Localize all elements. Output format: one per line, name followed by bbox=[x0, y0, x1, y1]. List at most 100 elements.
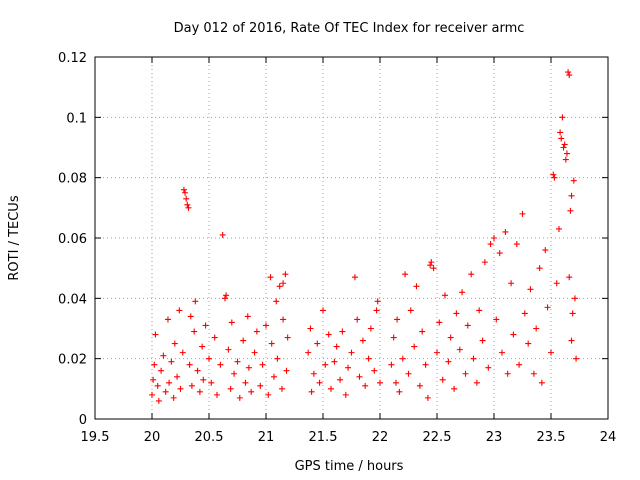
data-point bbox=[325, 331, 332, 338]
data-point bbox=[570, 177, 577, 184]
y-tick-label: 0 bbox=[79, 413, 87, 428]
data-point bbox=[213, 391, 220, 398]
data-point bbox=[177, 385, 184, 392]
data-point bbox=[192, 298, 199, 305]
data-point bbox=[225, 346, 232, 353]
data-point bbox=[533, 325, 540, 332]
data-point bbox=[152, 331, 159, 338]
data-point bbox=[208, 379, 215, 386]
data-point bbox=[283, 367, 290, 374]
x-tick-label: 23.5 bbox=[537, 430, 566, 445]
data-point bbox=[185, 204, 192, 211]
data-point bbox=[151, 361, 158, 368]
data-point bbox=[194, 367, 201, 374]
data-point bbox=[316, 379, 323, 386]
x-tick-label: 22 bbox=[372, 430, 389, 445]
data-point bbox=[184, 201, 191, 208]
data-point bbox=[322, 361, 329, 368]
data-point bbox=[176, 307, 183, 314]
data-point bbox=[191, 328, 198, 335]
data-points bbox=[149, 69, 580, 404]
data-point bbox=[411, 343, 418, 350]
data-point bbox=[150, 376, 157, 383]
data-point bbox=[367, 325, 374, 332]
data-point bbox=[365, 355, 372, 362]
x-axis-label: GPS time / hours bbox=[295, 459, 404, 474]
data-point bbox=[473, 379, 480, 386]
data-point bbox=[558, 135, 565, 142]
data-point bbox=[337, 376, 344, 383]
data-point bbox=[551, 174, 558, 181]
data-point bbox=[170, 394, 177, 401]
data-point bbox=[351, 274, 358, 281]
x-tick-label: 24 bbox=[600, 430, 617, 445]
y-tick-label: 0.1 bbox=[66, 111, 87, 126]
data-point bbox=[278, 385, 285, 392]
data-point bbox=[413, 283, 420, 290]
data-point bbox=[427, 262, 434, 269]
data-point bbox=[568, 192, 575, 199]
data-point bbox=[263, 322, 269, 329]
data-point bbox=[331, 358, 338, 365]
data-point bbox=[538, 379, 545, 386]
data-point bbox=[491, 235, 497, 241]
data-point bbox=[200, 376, 207, 383]
data-point bbox=[187, 313, 194, 320]
data-point bbox=[268, 340, 275, 347]
data-point bbox=[573, 355, 580, 362]
data-point bbox=[422, 361, 429, 368]
data-point bbox=[553, 280, 560, 287]
data-point bbox=[202, 322, 209, 329]
data-point bbox=[439, 376, 446, 383]
y-tick-label: 0.12 bbox=[58, 51, 87, 66]
data-point bbox=[407, 307, 414, 314]
data-point bbox=[527, 286, 534, 293]
data-point bbox=[308, 388, 315, 395]
grid-lines bbox=[95, 57, 608, 419]
data-point bbox=[504, 370, 511, 377]
data-point bbox=[196, 388, 203, 395]
data-point bbox=[568, 337, 575, 344]
data-point bbox=[155, 397, 162, 404]
data-point bbox=[571, 295, 578, 302]
data-point bbox=[345, 364, 352, 371]
y-axis-label: ROTI / TECUs bbox=[7, 195, 22, 280]
data-point bbox=[453, 310, 460, 317]
data-point bbox=[470, 355, 477, 362]
data-point bbox=[339, 328, 346, 335]
data-point bbox=[267, 274, 274, 281]
data-point bbox=[565, 69, 572, 76]
data-point bbox=[251, 349, 258, 356]
data-point bbox=[462, 370, 469, 377]
data-point bbox=[498, 349, 505, 356]
data-point bbox=[388, 361, 395, 368]
data-point bbox=[402, 271, 409, 278]
y-tick-label: 0.04 bbox=[58, 292, 87, 307]
x-tick-label: 20 bbox=[144, 430, 161, 445]
data-point bbox=[162, 388, 169, 395]
data-point bbox=[468, 271, 475, 278]
data-point bbox=[362, 382, 369, 389]
data-point bbox=[419, 328, 426, 335]
data-point bbox=[502, 228, 509, 235]
data-point bbox=[562, 156, 569, 163]
data-point bbox=[180, 186, 187, 193]
data-point bbox=[566, 72, 573, 79]
data-point bbox=[392, 379, 399, 386]
data-point bbox=[561, 141, 568, 148]
data-point bbox=[424, 394, 431, 401]
tick-marks bbox=[94, 56, 609, 420]
data-point bbox=[516, 361, 523, 368]
data-point bbox=[508, 280, 515, 287]
data-point bbox=[519, 210, 526, 217]
data-point bbox=[555, 225, 562, 232]
data-point bbox=[550, 171, 557, 178]
data-point bbox=[459, 289, 466, 296]
x-tick-label: 22.5 bbox=[423, 430, 452, 445]
data-point bbox=[182, 189, 189, 196]
data-point bbox=[219, 231, 226, 238]
data-point bbox=[521, 310, 528, 317]
data-point bbox=[305, 349, 312, 356]
data-point bbox=[557, 129, 564, 136]
data-point bbox=[447, 334, 454, 341]
